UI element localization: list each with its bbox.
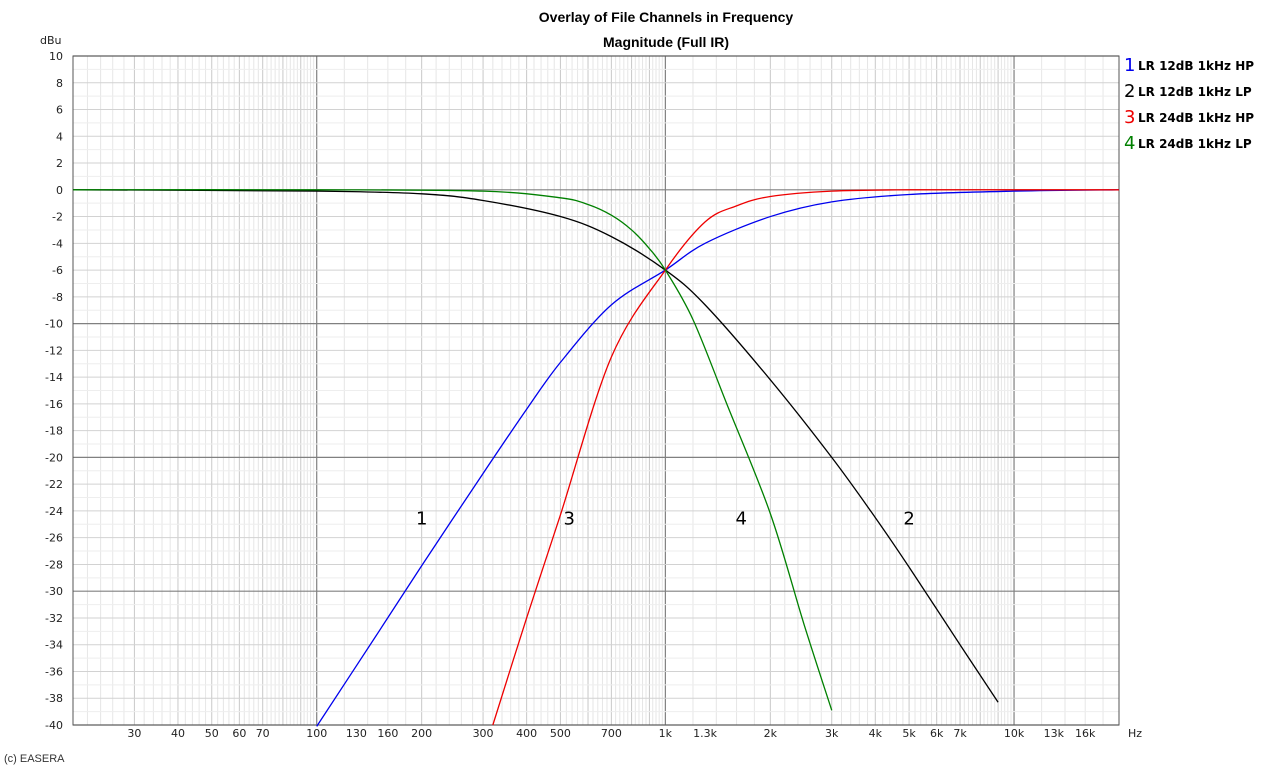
y-tick-label: -28: [45, 558, 63, 571]
y-tick-label: -18: [45, 425, 63, 438]
x-tick-label: 700: [601, 727, 622, 740]
y-tick-label: -12: [45, 344, 63, 357]
x-axis-unit: Hz: [1128, 727, 1142, 740]
curve-number-label: 2: [903, 509, 914, 530]
y-tick-label: -36: [45, 665, 63, 678]
y-tick-label: 2: [56, 157, 63, 170]
y-tick-label: -32: [45, 612, 63, 625]
x-tick-label: 30: [127, 727, 141, 740]
y-tick-label: 8: [56, 77, 63, 90]
y-tick-label: -22: [45, 478, 63, 491]
series-lines: [72, 189, 1120, 727]
y-tick-labels: 10 8 6 4 2 0 -2 -4 -6 -8 -10 -12 -14 -16 -18 -20 -22 -24 -…: [45, 50, 63, 732]
y-tick-label: 4: [56, 130, 63, 143]
y-tick-label: -6: [52, 264, 63, 277]
y-tick-label: -20: [45, 451, 63, 464]
y-tick-label: -24: [45, 505, 63, 518]
chart-title-line-2: Magnitude (Full IR): [603, 34, 729, 50]
curve-number-label: 1: [416, 509, 427, 530]
y-tick-label: -30: [45, 585, 63, 598]
curve-number-label: 3: [564, 509, 575, 530]
y-tick-label: -26: [45, 532, 63, 545]
x-tick-label: 40: [171, 727, 185, 740]
curve-annotations: 1 3 4 2: [416, 509, 915, 530]
series-line-2: [72, 189, 999, 703]
x-tick-label: 1k: [659, 727, 673, 740]
series-line-3: [492, 189, 1119, 726]
x-tick-label: 5k: [902, 727, 916, 740]
x-tick-label: 2k: [764, 727, 778, 740]
x-tick-label: 4k: [869, 727, 883, 740]
y-tick-label: -38: [45, 692, 63, 705]
y-tick-label: -4: [52, 237, 63, 250]
y-tick-label: -8: [52, 291, 63, 304]
legend-label: LR 12dB 1kHz HP: [1138, 59, 1254, 73]
x-tick-label: 500: [550, 727, 571, 740]
x-tick-label: 16k: [1075, 727, 1096, 740]
series-line-1: [316, 189, 1120, 727]
x-tick-label: 400: [516, 727, 537, 740]
legend-number: 2: [1124, 81, 1135, 102]
plot-frame: [72, 55, 1120, 726]
x-tick-label: 130: [346, 727, 367, 740]
curve-number-label: 4: [735, 509, 746, 530]
y-tick-label: 0: [56, 184, 63, 197]
y-tick-label: -34: [45, 639, 63, 652]
x-tick-label: 100: [306, 727, 327, 740]
grid: [72, 55, 1120, 726]
y-tick-label: 10: [49, 50, 63, 63]
x-tick-label: 50: [205, 727, 219, 740]
x-tick-label: 200: [411, 727, 432, 740]
x-tick-label: 7k: [953, 727, 967, 740]
legend-label: LR 24dB 1kHz LP: [1138, 137, 1252, 151]
x-tick-label: 70: [256, 727, 270, 740]
legend-number: 1: [1124, 55, 1135, 76]
x-tick-label: 3k: [825, 727, 839, 740]
x-tick-label: 300: [473, 727, 494, 740]
y-tick-label: -2: [52, 211, 63, 224]
chart-title-line-1: Overlay of File Channels in Frequency: [539, 9, 794, 25]
series-line-4: [72, 189, 833, 711]
x-tick-label: 1.3k: [693, 727, 717, 740]
x-tick-labels: 30 40 50 60 70 100 130 160 200 300 400 500 700 1k 1.3k…: [127, 727, 1096, 740]
x-tick-label: 13k: [1044, 727, 1065, 740]
legend-number: 4: [1124, 133, 1135, 154]
legend-label: LR 12dB 1kHz LP: [1138, 85, 1252, 99]
x-tick-label: 6k: [930, 727, 944, 740]
legend: 1 LR 12dB 1kHz HP2 LR 12dB 1kHz LP3 LR 24dB…: [1124, 55, 1254, 154]
y-tick-label: 6: [56, 104, 63, 117]
x-tick-label: 60: [232, 727, 246, 740]
y-axis-unit: dBu: [40, 34, 62, 47]
y-tick-label: -40: [45, 719, 63, 732]
x-tick-label: 160: [377, 727, 398, 740]
copyright-credit: (c) EASERA: [4, 753, 65, 765]
legend-label: LR 24dB 1kHz HP: [1138, 111, 1254, 125]
x-tick-label: 10k: [1004, 727, 1025, 740]
legend-number: 3: [1124, 107, 1135, 128]
y-tick-label: -14: [45, 371, 63, 384]
y-tick-label: -10: [45, 318, 63, 331]
y-tick-label: -16: [45, 398, 63, 411]
